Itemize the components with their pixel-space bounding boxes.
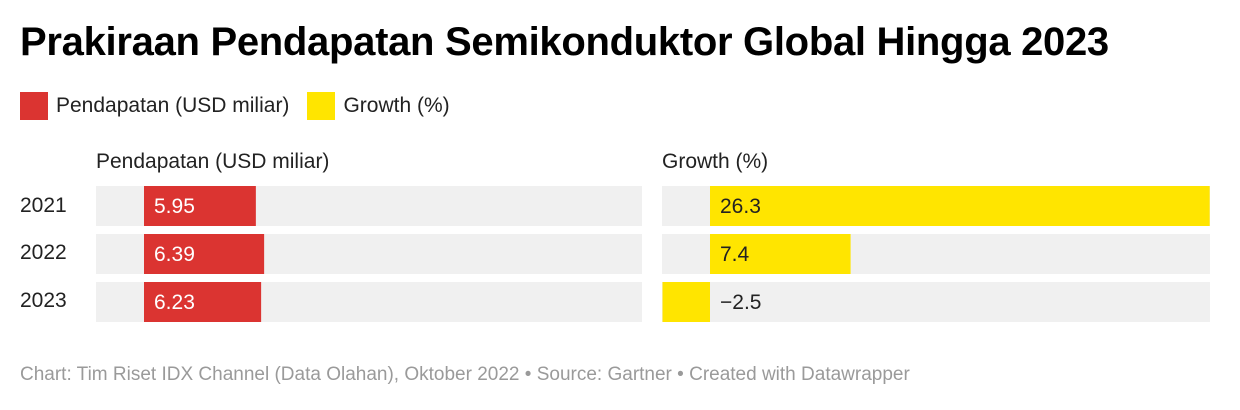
legend-label-revenue: Pendapatan (USD miliar) — [56, 94, 290, 117]
bar — [144, 234, 265, 274]
bar — [144, 186, 256, 226]
data-label: 26.3 — [720, 195, 761, 218]
legend-swatch-growth — [307, 92, 336, 120]
bar — [144, 282, 262, 322]
chart-title: Prakiraan Pendapatan Semikonduktor Globa… — [20, 20, 1109, 64]
legend-label-growth: Growth (%) — [343, 94, 450, 117]
legend-item-revenue: Pendapatan (USD miliar) — [20, 92, 289, 120]
data-label: 5.95 — [154, 195, 195, 218]
bar-track — [662, 282, 1210, 322]
year-label: 2023 — [20, 289, 67, 312]
data-label: 6.39 — [154, 243, 195, 266]
bar — [662, 282, 710, 322]
data-label: 6.23 — [154, 291, 195, 314]
legend-swatch-revenue — [20, 92, 48, 120]
year-label: 2022 — [20, 241, 67, 264]
legend: Pendapatan (USD miliar) Growth (%) — [20, 92, 468, 120]
bar — [710, 234, 851, 274]
panel-title-revenue: Pendapatan (USD miliar) — [96, 150, 330, 173]
data-label: −2.5 — [720, 291, 761, 314]
year-label: 2021 — [20, 194, 67, 217]
data-label: 7.4 — [720, 243, 750, 266]
chart-footer: Chart: Tim Riset IDX Channel (Data Olaha… — [20, 364, 910, 385]
panel-title-growth: Growth (%) — [662, 150, 769, 173]
legend-item-growth: Growth (%) — [307, 92, 450, 120]
bar — [710, 186, 1210, 226]
